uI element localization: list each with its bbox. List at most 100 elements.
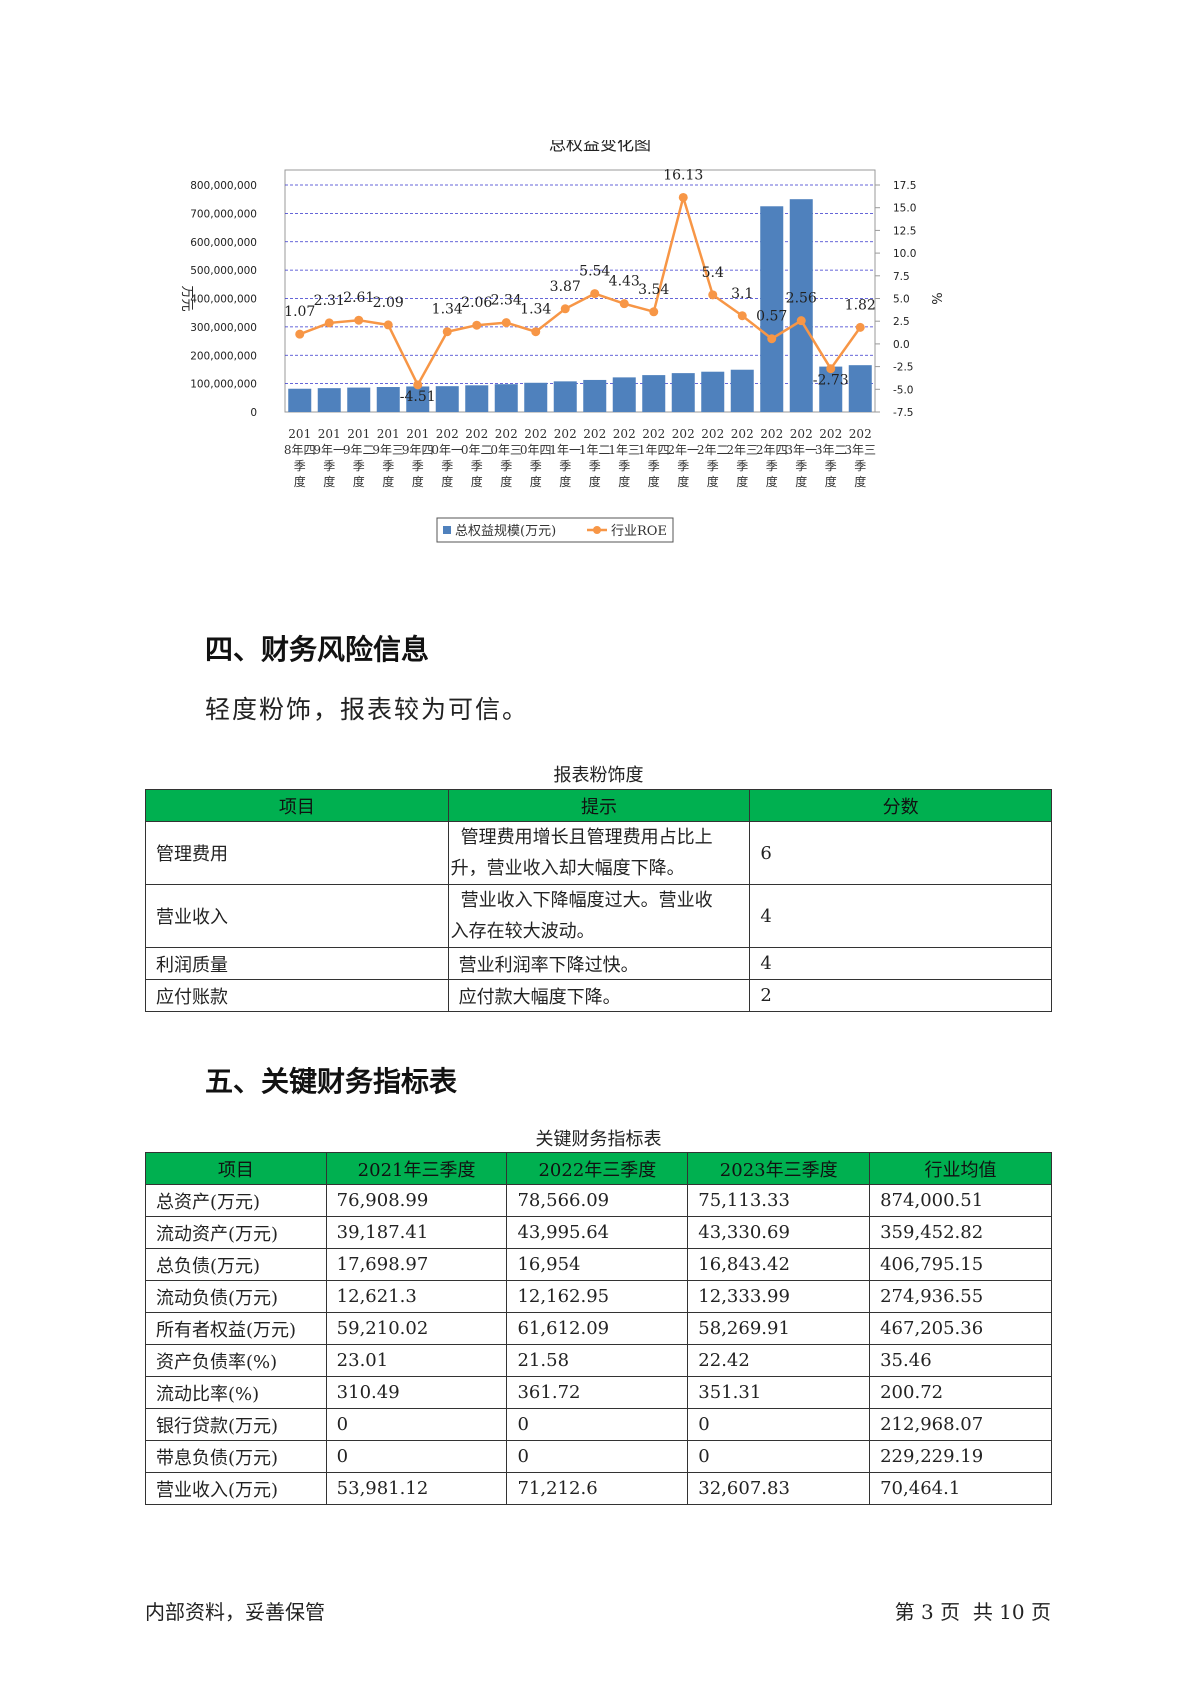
bar	[553, 381, 577, 412]
left-tick-label: 300,000,000	[190, 322, 257, 334]
x-tick-label: 3年三	[844, 443, 876, 457]
x-tick-label: 季	[736, 459, 748, 473]
x-tick-label: 度	[707, 474, 719, 489]
x-tick-label: 季	[766, 459, 778, 473]
bar	[465, 385, 489, 412]
kpi-table-header-row: 项目 2021年三季度 2022年三季度 2023年三季度 行业均值	[145, 1152, 1052, 1185]
x-tick-label: 季	[471, 459, 483, 473]
x-tick-label: 季	[854, 459, 866, 473]
x-tick-label: 季	[323, 459, 335, 473]
x-tick-label: 8年四	[284, 443, 316, 457]
bar	[494, 384, 518, 412]
x-tick-label: 度	[471, 474, 483, 489]
risk-item: 管理费用	[145, 821, 449, 885]
bar	[288, 388, 312, 412]
roe-data-label: -4.51	[400, 389, 436, 405]
risk-header-score: 分数	[749, 789, 1052, 822]
kpi-value: 43,995.64	[506, 1216, 689, 1249]
x-tick-label: 0年四	[520, 443, 552, 457]
x-tick-label: 9年四	[402, 443, 434, 457]
bar	[789, 199, 813, 412]
x-tick-label: 度	[648, 474, 660, 489]
kpi-value: 76,908.99	[325, 1184, 508, 1217]
roe-data-label: 16.13	[663, 167, 703, 183]
kpi-value: 200.72	[869, 1376, 1052, 1409]
x-tick-label: 2年二	[697, 443, 729, 457]
x-tick-label: 0年二	[461, 443, 493, 457]
table-row: 应付账款 应付款大幅度下降。 2	[145, 979, 1052, 1012]
x-tick-label: 202	[731, 427, 754, 441]
x-tick-label: 度	[854, 474, 866, 489]
x-tick-label: 度	[500, 474, 512, 489]
section4-summary: 轻度粉饰，报表较为可信。	[205, 695, 530, 724]
x-tick-label: 度	[323, 474, 335, 489]
kpi-value: 58,269.91	[687, 1312, 871, 1345]
kpi-value: 0	[506, 1440, 689, 1473]
x-tick-label: 202	[849, 427, 872, 441]
risk-header-item: 项目	[145, 789, 449, 822]
kpi-header-2023q3: 2023年三季度	[687, 1152, 871, 1185]
roe-point	[590, 289, 600, 299]
risk-hint: 管理费用增长且管理费用占比上 升，营业收入却大幅度下降。	[447, 821, 751, 885]
kpi-value: 874,000.51	[869, 1184, 1052, 1217]
legend-line-marker	[593, 526, 601, 534]
right-tick-label: 15.0	[893, 203, 916, 215]
right-tick-label: -2.5	[893, 362, 914, 374]
right-tick-label: 12.5	[893, 225, 916, 237]
left-tick-label: 200,000,000	[190, 350, 257, 362]
risk-hint-line: 入存在较大波动。	[450, 921, 595, 942]
x-tick-label: 度	[559, 474, 571, 489]
x-tick-label: 季	[707, 459, 719, 473]
x-tick-label: 度	[589, 474, 601, 489]
kpi-value: 12,621.3	[325, 1280, 508, 1313]
risk-table: 项目 提示 分数 管理费用 管理费用增长且管理费用占比上 升，营业收入却大幅度下…	[145, 789, 1052, 1012]
bar	[583, 379, 607, 412]
risk-table-caption: 报表粉饰度	[553, 765, 644, 786]
kpi-value: 361.72	[506, 1376, 689, 1409]
x-tick-label: 季	[559, 459, 571, 473]
roe-data-label: 2.09	[373, 295, 404, 311]
roe-point	[383, 320, 393, 330]
x-tick-label: 202	[495, 427, 518, 441]
left-tick-label: 0	[250, 407, 257, 419]
x-tick-label: 202	[465, 427, 488, 441]
risk-hint: 应付款大幅度下降。	[447, 979, 751, 1012]
legend-box	[436, 517, 674, 543]
x-tick-label: 度	[441, 474, 453, 489]
roe-point	[324, 318, 334, 328]
x-tick-label: 度	[795, 474, 807, 489]
right-tick-label: 2.5	[893, 316, 910, 328]
x-tick-label: 0年一	[431, 443, 463, 457]
risk-hint: 营业利润率下降过快。	[447, 947, 751, 980]
bar	[760, 206, 784, 412]
bar	[317, 388, 341, 412]
table-row: 银行贷款(万元) 0 0 0 212,968.07	[145, 1408, 1052, 1441]
risk-score: 4	[749, 884, 1052, 948]
roe-data-label: 1.34	[432, 302, 463, 318]
kpi-value: 0	[506, 1408, 689, 1441]
risk-item: 应付账款	[145, 979, 449, 1012]
roe-data-label: 1.07	[284, 304, 315, 320]
x-tick-label: 9年三	[372, 443, 404, 457]
x-tick-label: 季	[500, 459, 512, 473]
right-tick-label: -5.0	[893, 384, 914, 396]
kpi-value: 59,210.02	[325, 1312, 508, 1345]
kpi-table-body: 总资产(万元) 76,908.99 78,566.09 75,113.33 874,00…	[145, 1184, 1052, 1505]
legend-line-label: 行业ROE	[611, 524, 667, 539]
kpi-value: 12,162.95	[506, 1280, 689, 1313]
equity-chart: 总权益变化图 800,000,000 700,000,000 600,000,000 5…	[175, 140, 1035, 590]
x-tick-label: 1年四	[638, 443, 670, 457]
right-tick-label: -7.5	[893, 407, 914, 419]
x-tick-label: 1年二	[579, 443, 611, 457]
kpi-value: 39,187.41	[325, 1216, 508, 1249]
plot-frame	[284, 169, 876, 413]
x-tick-label: 季	[530, 459, 542, 473]
table-row: 流动负债(万元) 12,621.3 12,162.95 12,333.99 274,93…	[145, 1280, 1052, 1313]
kpi-value: 0	[687, 1408, 871, 1441]
kpi-value: 0	[687, 1440, 871, 1473]
x-tick-label: 季	[353, 459, 365, 473]
x-tick-label: 度	[618, 474, 630, 489]
bar	[671, 373, 695, 412]
kpi-value: 71,212.6	[506, 1472, 689, 1505]
